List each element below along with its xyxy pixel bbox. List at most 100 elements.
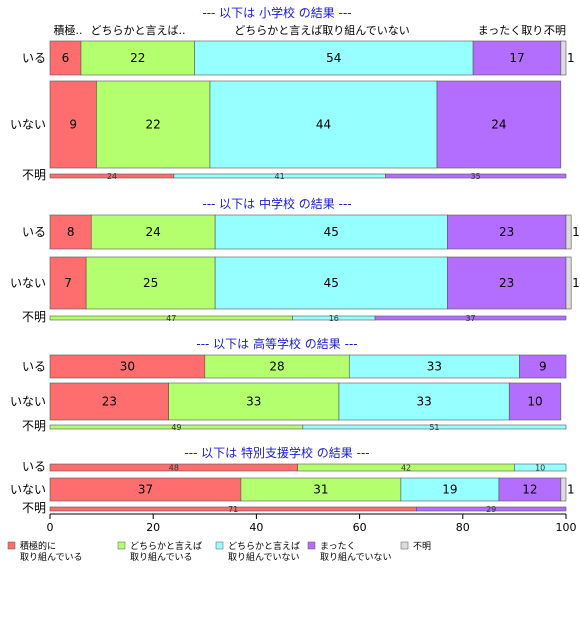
bar-segment-2-0-3 xyxy=(519,354,567,379)
row-label-0-0: いる xyxy=(22,51,46,65)
row-label-0-2: 不明 xyxy=(22,168,46,182)
legend-label-4: 不明 xyxy=(413,541,431,552)
legend-label-3-0: まったく xyxy=(320,541,356,552)
legend-swatch-0 xyxy=(7,541,16,550)
bar-value-3-0-1: 42 xyxy=(401,464,411,473)
x-tick-label-0: 0 xyxy=(47,521,54,534)
header-label-4: 不明 xyxy=(544,24,566,37)
bar-segment-0-0-0 xyxy=(49,40,82,76)
row-label-3-1: いない xyxy=(10,483,46,497)
bar-value-2-0-2: 33 xyxy=(427,360,442,374)
row-label-1-0: いる xyxy=(22,225,46,239)
x-tick-label-3: 60 xyxy=(353,521,367,534)
bar-segment-1-1-2 xyxy=(214,256,448,310)
bar-value-1-0-3: 23 xyxy=(499,225,514,239)
legend-swatch-1 xyxy=(117,541,126,550)
row-label-2-0: いる xyxy=(22,360,46,374)
bar-value-2-1-3: 10 xyxy=(527,395,542,409)
section-title-0: --- 以下は 小学校 の結果 --- xyxy=(202,5,351,20)
bar-value-2-1-1: 33 xyxy=(246,395,261,409)
legend-label-1-1: 取り組んでいる xyxy=(130,551,193,563)
bar-value-2-2-2: 51 xyxy=(429,423,439,432)
bar-segment-0-2-3 xyxy=(385,173,567,179)
bar-segment-0-0-1 xyxy=(80,40,195,76)
bar-value-1-2-1: 47 xyxy=(166,314,176,323)
bar-value-0-0-4: 1 xyxy=(567,51,575,65)
bar-segment-2-2-2 xyxy=(302,424,567,430)
bar-segment-1-0-0 xyxy=(49,214,92,250)
legend-label-3-1: 取り組んでいない xyxy=(320,551,392,563)
bar-segment-0-1-0 xyxy=(49,80,97,169)
header-label-1: どちらかと言えば.. xyxy=(91,24,186,37)
legend-label-0-0: 積極的に xyxy=(20,540,56,552)
header-label-2: どちらかと言えば取り組んでいない xyxy=(234,24,409,37)
row-label-2-2: 不明 xyxy=(22,419,46,433)
legend-label-1-0: どちらかと言えば xyxy=(130,540,202,552)
bar-value-3-1-2: 19 xyxy=(442,483,457,497)
bar-value-1-1-1: 25 xyxy=(143,276,158,290)
bar-value-3-1-1: 31 xyxy=(313,483,328,497)
bar-value-1-1-3: 23 xyxy=(499,276,514,290)
bar-value-3-1-4: 1 xyxy=(567,483,575,497)
legend-swatch-3 xyxy=(307,541,316,550)
bar-value-0-2-3: 35 xyxy=(471,172,481,181)
row-label-2-1: いない xyxy=(10,395,46,409)
bar-value-0-0-1: 22 xyxy=(130,51,145,65)
section-title-3: --- 以下は 特別支援学校 の結果 --- xyxy=(184,445,369,460)
legend-label-2-1: 取り組んでいない xyxy=(228,551,300,563)
x-tick-label-4: 80 xyxy=(456,521,470,534)
bar-segment-1-0-2 xyxy=(214,214,448,250)
legend-swatch-2 xyxy=(215,541,224,550)
bar-value-2-2-1: 49 xyxy=(171,423,181,432)
bar-segment-2-1-2 xyxy=(338,382,510,421)
bar-segment-3-0-2 xyxy=(514,463,567,472)
bar-segment-1-1-3 xyxy=(447,256,567,310)
bar-value-3-2-0: 71 xyxy=(228,505,238,514)
bar-value-1-0-0: 8 xyxy=(67,225,75,239)
legend-swatch-4 xyxy=(400,541,409,550)
legend-label-2-0: どちらかと言えば xyxy=(228,540,300,552)
bar-segment-3-2-3 xyxy=(416,506,567,512)
bar-value-2-0-3: 9 xyxy=(539,360,547,374)
bar-segment-1-0-4 xyxy=(565,214,572,250)
bar-value-1-1-2: 45 xyxy=(324,276,339,290)
bar-value-3-2-3: 29 xyxy=(486,505,496,514)
bar-segment-1-2-3 xyxy=(374,315,567,321)
bar-value-1-0-2: 45 xyxy=(324,225,339,239)
bar-value-3-1-0: 37 xyxy=(138,483,153,497)
bar-value-0-2-0: 24 xyxy=(107,172,117,181)
bar-value-0-0-0: 6 xyxy=(62,51,70,65)
bar-segment-0-1-2 xyxy=(209,80,438,169)
row-label-3-2: 不明 xyxy=(22,501,46,515)
bar-segment-0-1-3 xyxy=(436,80,562,169)
bar-segment-1-1-4 xyxy=(565,256,572,310)
bar-value-0-1-3: 24 xyxy=(491,118,506,132)
bar-segment-2-1-3 xyxy=(508,382,562,421)
legend-label-0-1: 取り組んでいる xyxy=(20,551,83,563)
header-label-3: まったく取り.. xyxy=(478,24,551,37)
bar-value-1-2-2: 16 xyxy=(329,314,339,323)
bar-value-3-0-0: 48 xyxy=(169,464,179,473)
bar-value-0-2-2: 41 xyxy=(275,172,285,181)
row-label-0-1: いない xyxy=(10,118,46,132)
x-tick-label-1: 20 xyxy=(146,521,160,534)
bar-value-0-1-1: 22 xyxy=(146,118,161,132)
bar-value-3-1-3: 12 xyxy=(522,483,537,497)
bar-segment-3-1-4 xyxy=(560,477,567,502)
bar-value-0-1-2: 44 xyxy=(316,118,331,132)
section-title-2: --- 以下は 高等学校 の結果 --- xyxy=(196,336,357,351)
bar-value-0-0-2: 54 xyxy=(326,51,341,65)
row-label-1-1: いない xyxy=(10,276,46,290)
bar-value-0-0-3: 17 xyxy=(509,51,524,65)
bar-value-1-0-1: 24 xyxy=(146,225,161,239)
bar-segment-1-0-1 xyxy=(90,214,216,250)
x-tick-label-5: 100 xyxy=(556,521,577,534)
bar-value-3-0-2: 10 xyxy=(535,464,545,473)
bar-segment-2-1-1 xyxy=(168,382,340,421)
section-title-1: --- 以下は 中学校 の結果 --- xyxy=(202,196,351,211)
bar-value-2-1-2: 33 xyxy=(416,395,431,409)
bar-value-0-1-0: 9 xyxy=(69,118,77,132)
bar-segment-0-0-2 xyxy=(194,40,474,76)
bar-segment-0-1-1 xyxy=(96,80,211,169)
